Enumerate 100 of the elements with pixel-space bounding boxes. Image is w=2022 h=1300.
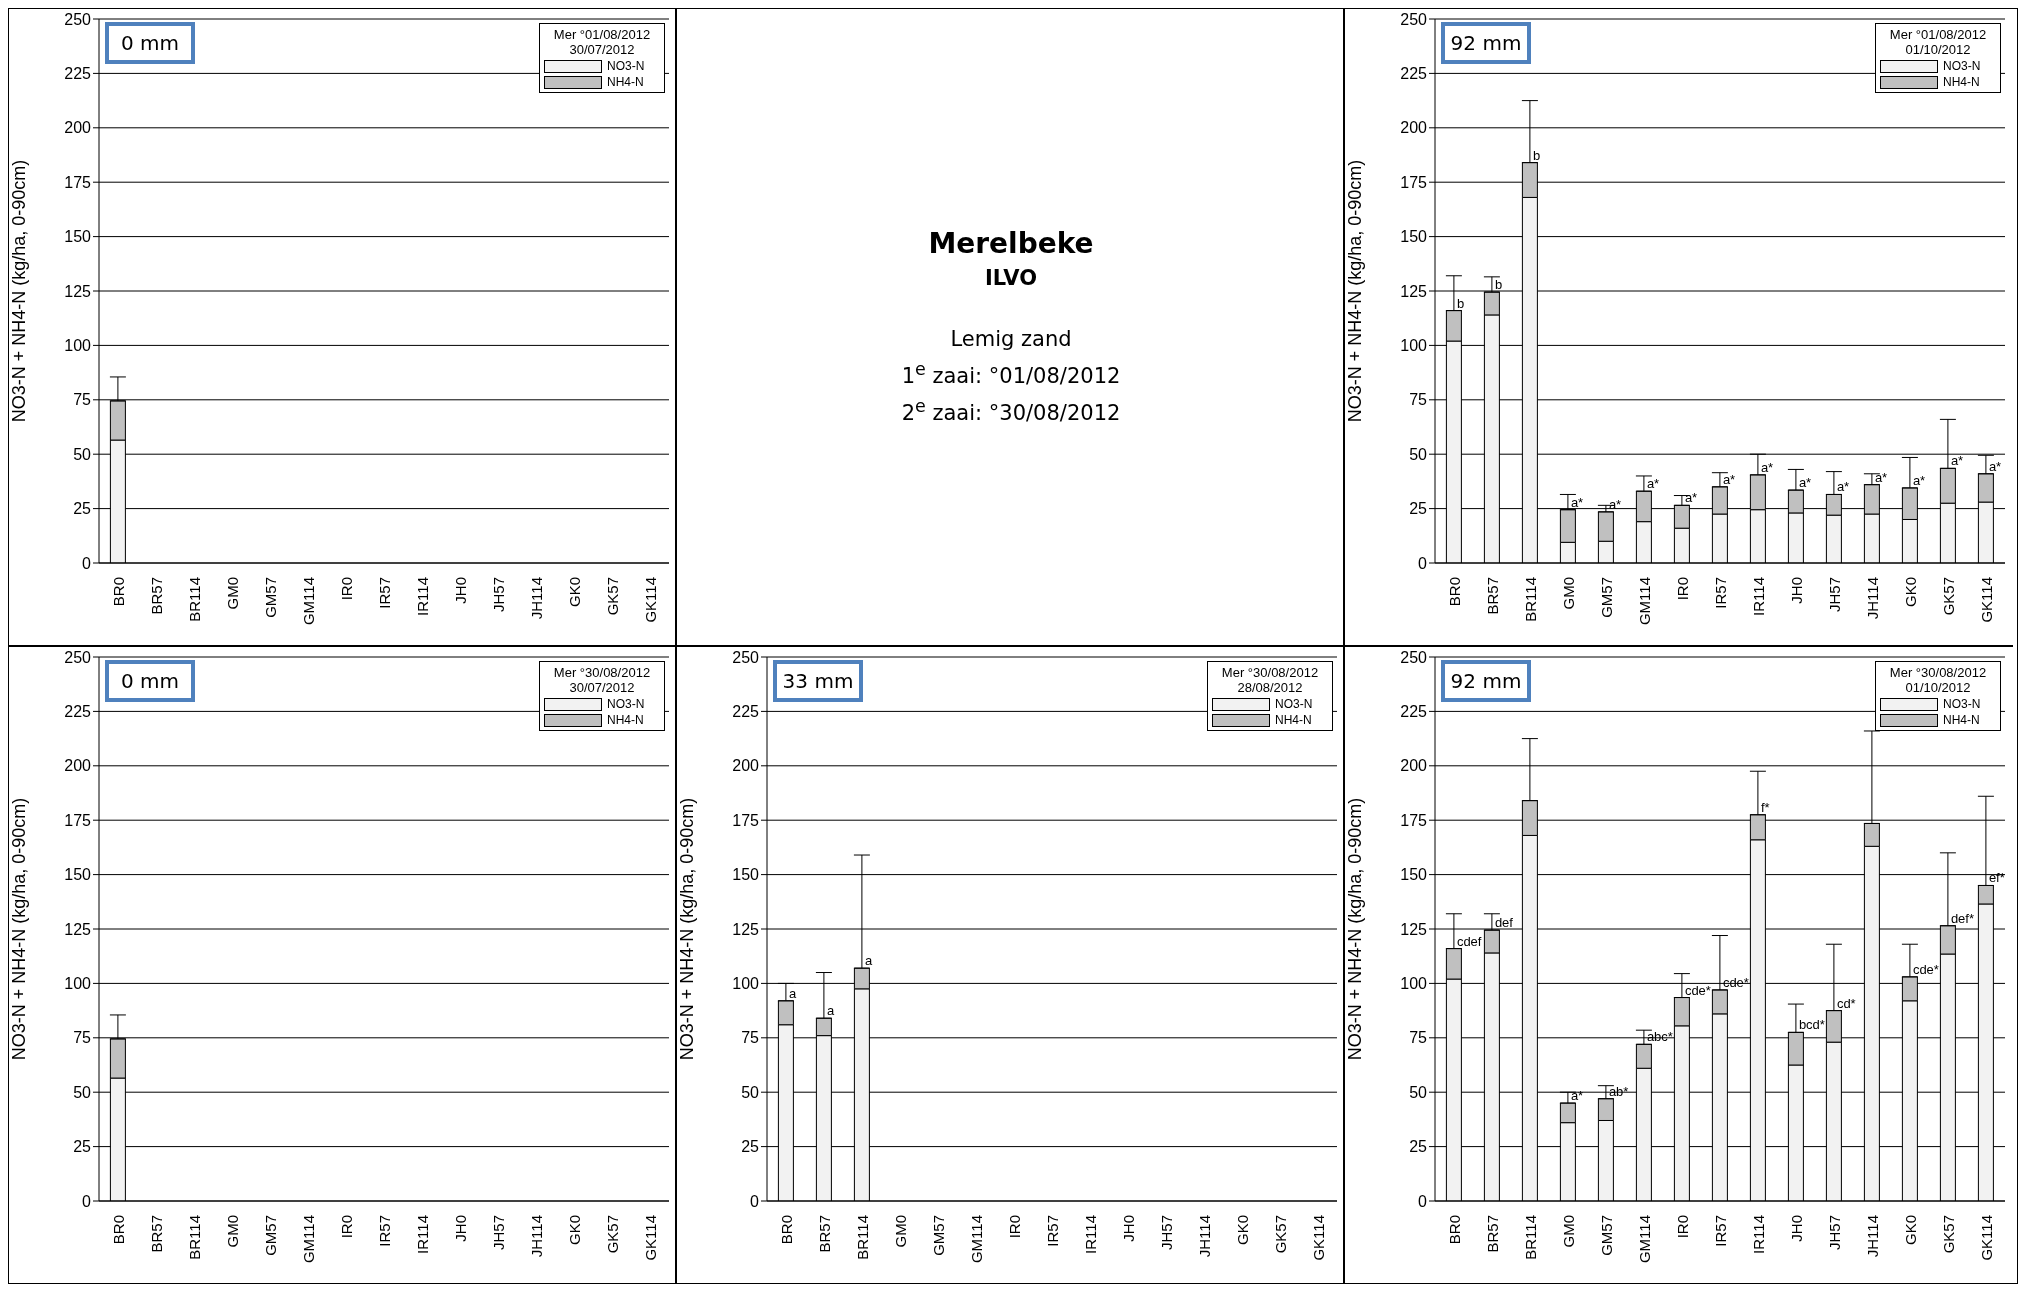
x-tick-label: JH0 <box>1787 1215 1805 1242</box>
data-label: def <box>1494 915 1514 931</box>
x-tick-label: GM0 <box>223 1215 241 1248</box>
y-tick-label: 175 <box>64 173 92 191</box>
legend-label: NH4-N <box>1943 713 1980 727</box>
y-tick-label: 50 <box>1409 445 1428 463</box>
data-label: a* <box>1836 479 1850 495</box>
x-tick-label: GK0 <box>1901 1215 1919 1246</box>
x-tick-label: GM57 <box>261 577 279 618</box>
y-tick-label: 175 <box>64 811 92 829</box>
x-tick-label: IR57 <box>375 1215 393 1247</box>
y-tick-label: 175 <box>1400 811 1428 829</box>
legend-label: NO3-N <box>607 697 645 711</box>
y-tick-label: 25 <box>1409 500 1428 518</box>
x-tick-label: JH57 <box>1825 577 1843 613</box>
y-tick-label: 50 <box>73 445 92 463</box>
x-tick-label: GM0 <box>891 1215 909 1248</box>
legend-label: NO3-N <box>607 59 645 73</box>
x-tick-label: JH114 <box>527 1215 545 1258</box>
x-tick-label: IR114 <box>1749 577 1767 616</box>
x-tick-label: GK114 <box>1977 577 1995 623</box>
y-tick-label: 200 <box>1400 757 1428 775</box>
x-tick-label: BR57 <box>147 577 165 615</box>
y-tick-label: 225 <box>64 65 92 83</box>
y-tick-label: 125 <box>64 282 92 300</box>
y-tick-label: 25 <box>73 1138 92 1156</box>
x-tick-label: BR0 <box>1445 577 1463 607</box>
title-box: 33 mm <box>773 660 863 702</box>
x-tick-label: BR0 <box>1445 1215 1463 1245</box>
y-tick-label: 200 <box>64 119 92 137</box>
y-tick-label: 150 <box>1400 228 1428 246</box>
x-tick-label: GM57 <box>261 1215 279 1256</box>
y-tick-label: 100 <box>1400 337 1428 355</box>
data-label: a <box>788 985 797 1001</box>
x-tick-label: IR0 <box>337 577 355 601</box>
x-tick-label: JH114 <box>1195 1215 1213 1258</box>
data-label: a <box>826 1003 835 1019</box>
x-tick-label: GK57 <box>1271 1215 1289 1254</box>
text: Merelbeke <box>928 226 1094 260</box>
x-tick-label: JH0 <box>1119 1215 1137 1242</box>
x-tick-label: JH114 <box>527 577 545 620</box>
y-tick-label: 0 <box>750 1192 760 1210</box>
y-tick-label: 100 <box>64 975 92 993</box>
x-tick-label: BR114 <box>1521 1215 1539 1260</box>
y-tick-label: 100 <box>732 975 760 993</box>
x-tick-label: JH0 <box>1787 577 1805 604</box>
y-tick-label: 150 <box>64 228 92 246</box>
x-tick-label: GM0 <box>1559 577 1577 610</box>
x-tick-label: GK57 <box>1939 577 1957 616</box>
x-tick-label: GM57 <box>929 1215 947 1256</box>
x-tick-label: GM114 <box>299 577 317 626</box>
data-label: a* <box>1684 490 1698 506</box>
y-tick-label: 100 <box>64 337 92 355</box>
x-tick-label: BR57 <box>1483 1215 1501 1253</box>
x-tick-label: JH57 <box>489 1215 507 1251</box>
x-tick-label: IR0 <box>1673 1215 1691 1239</box>
y-tick-label: 0 <box>82 554 92 572</box>
data-label: cde* <box>1912 961 1939 977</box>
x-tick-label: IR114 <box>413 1215 431 1254</box>
y-tick-label: 25 <box>741 1138 760 1156</box>
x-tick-label: IR57 <box>1043 1215 1061 1247</box>
data-label: b <box>1532 147 1541 163</box>
legend-label: NO3-N <box>1943 697 1981 711</box>
legend-title: Mer °01/08/2012 30/07/2012 <box>552 27 652 57</box>
y-tick-label: 200 <box>1400 119 1428 137</box>
x-tick-label: IR114 <box>1749 1215 1767 1254</box>
x-tick-label: GM114 <box>1635 577 1653 626</box>
data-label: cd* <box>1836 995 1856 1011</box>
x-tick-label: JH114 <box>1863 1215 1881 1258</box>
x-tick-label: IR57 <box>1711 577 1729 609</box>
y-tick-label: 175 <box>1400 173 1428 191</box>
x-tick-label: GK57 <box>603 1215 621 1254</box>
data-label: a <box>864 953 873 969</box>
data-label: a* <box>1950 453 1964 469</box>
y-tick-label: 225 <box>1400 65 1428 83</box>
y-axis-title: NO3-N + NH4-N (kg/ha, 0-90cm) <box>9 159 30 423</box>
y-tick-label: 75 <box>73 1029 92 1047</box>
data-label: a* <box>1798 475 1812 491</box>
data-label: a* <box>1722 471 1736 487</box>
x-tick-label: IR114 <box>1081 1215 1099 1254</box>
x-tick-label: GM57 <box>1597 577 1615 618</box>
y-tick-label: 250 <box>64 10 92 28</box>
y-tick-label: 250 <box>1400 648 1428 666</box>
data-label: f* <box>1760 799 1770 815</box>
x-tick-label: IR0 <box>1673 577 1691 601</box>
title-box: 0 mm <box>105 660 195 702</box>
y-axis-title: NO3-N + NH4-N (kg/ha, 0-90cm) <box>677 797 698 1061</box>
y-tick-label: 150 <box>1400 866 1428 884</box>
x-tick-label: BR114 <box>185 577 203 622</box>
x-tick-label: BR57 <box>1483 577 1501 615</box>
y-tick-label: 225 <box>64 703 92 721</box>
data-label: b <box>1494 277 1503 293</box>
x-tick-label: BR0 <box>777 1215 795 1245</box>
y-tick-label: 175 <box>732 811 760 829</box>
data-label: cdef <box>1456 933 1482 949</box>
y-tick-label: 200 <box>732 757 760 775</box>
title-box: 0 mm <box>105 22 195 64</box>
y-tick-label: 0 <box>1418 1192 1428 1210</box>
x-tick-label: JH0 <box>451 1215 469 1242</box>
data-label: a* <box>1646 476 1660 492</box>
